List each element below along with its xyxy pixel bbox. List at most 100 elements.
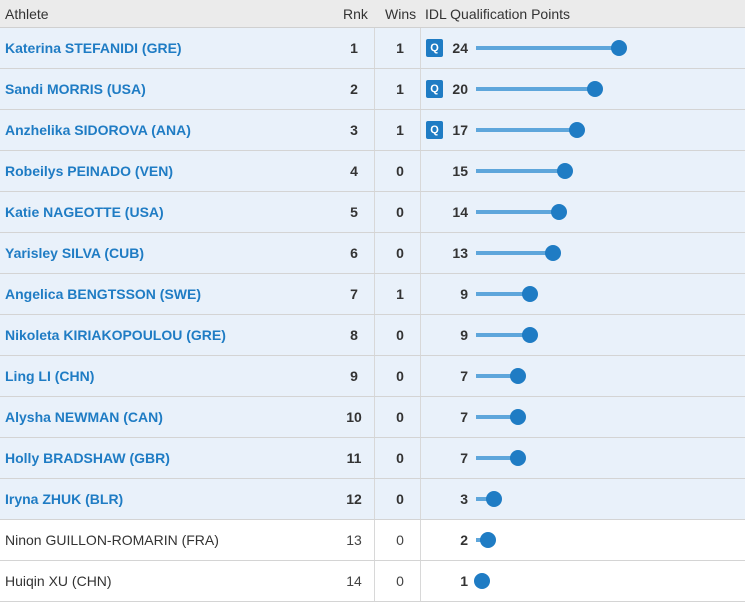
rank-value: 8 (350, 327, 358, 343)
column-header-rank[interactable]: Rnk (343, 6, 368, 22)
points-value: 20 (452, 81, 468, 97)
table-row: Anzhelika SIDOROVA (ANA) 3 1 Q 17 (0, 110, 745, 151)
points-value: 9 (460, 327, 468, 343)
rank-value: 10 (346, 409, 362, 425)
column-divider (374, 192, 375, 232)
points-bar (476, 292, 530, 296)
column-divider (420, 151, 421, 191)
points-value: 7 (460, 409, 468, 425)
column-divider (374, 274, 375, 314)
rank-value: 6 (350, 245, 358, 261)
rank-value: 9 (350, 368, 358, 384)
column-divider (420, 561, 421, 601)
column-divider (374, 233, 375, 273)
rank-value: 5 (350, 204, 358, 220)
points-value: 17 (452, 122, 468, 138)
points-value: 14 (452, 204, 468, 220)
column-header-wins[interactable]: Wins (385, 6, 417, 22)
column-divider (374, 397, 375, 437)
wins-value: 0 (396, 491, 404, 507)
athlete-name[interactable]: Yarisley SILVA (CUB) (5, 245, 145, 261)
column-divider (420, 192, 421, 232)
points-marker (557, 163, 574, 179)
points-bar (476, 497, 494, 501)
points-marker (569, 122, 586, 138)
qualified-badge: Q (426, 121, 443, 139)
column-divider (420, 479, 421, 519)
rank-value: 7 (350, 286, 358, 302)
column-divider (420, 520, 421, 560)
wins-value: 0 (396, 532, 404, 548)
table-row: Ling LI (CHN) 9 0 7 (0, 356, 745, 397)
column-divider (374, 520, 375, 560)
athlete-name[interactable]: Katie NAGEOTTE (USA) (5, 204, 164, 220)
points-bar (476, 456, 518, 460)
rank-value: 13 (346, 532, 362, 548)
points-marker (551, 204, 568, 220)
column-divider (420, 356, 421, 396)
table-header: Athlete Rnk Wins IDL Qualification Point… (0, 0, 745, 28)
athlete-name[interactable]: Sandi MORRIS (USA) (5, 81, 146, 97)
table-row: Katie NAGEOTTE (USA) 5 0 14 (0, 192, 745, 233)
athlete-name[interactable]: Anzhelika SIDOROVA (ANA) (5, 122, 191, 138)
wins-value: 0 (396, 368, 404, 384)
column-divider (374, 479, 375, 519)
table-row: Yarisley SILVA (CUB) 6 0 13 (0, 233, 745, 274)
column-divider (374, 28, 375, 68)
athlete-name: Ninon GUILLON-ROMARIN (FRA) (5, 532, 219, 548)
qualified-badge: Q (426, 80, 443, 98)
points-value: 7 (460, 450, 468, 466)
column-divider (374, 151, 375, 191)
points-marker (611, 40, 627, 56)
points-bar (476, 374, 518, 378)
points-bar (476, 128, 578, 132)
points-marker (509, 368, 526, 384)
column-divider (374, 561, 375, 601)
table-row: Holly BRADSHAW (GBR) 11 0 7 (0, 438, 745, 479)
wins-value: 0 (396, 204, 404, 220)
athlete-name[interactable]: Katerina STEFANIDI (GRE) (5, 40, 182, 56)
athlete-name[interactable]: Holly BRADSHAW (GBR) (5, 450, 170, 466)
points-value: 7 (460, 368, 468, 384)
table-row: Iryna ZHUK (BLR) 12 0 3 (0, 479, 745, 520)
column-divider (420, 28, 421, 68)
rank-value: 4 (350, 163, 358, 179)
column-divider (420, 110, 421, 150)
athlete-name[interactable]: Angelica BENGTSSON (SWE) (5, 286, 202, 302)
points-value: 9 (460, 286, 468, 302)
athlete-name[interactable]: Nikoleta KIRIAKOPOULOU (GRE) (5, 327, 226, 343)
athlete-name[interactable]: Iryna ZHUK (BLR) (5, 491, 124, 507)
points-value: 24 (452, 40, 468, 56)
table-row: Angelica BENGTSSON (SWE) 7 1 9 (0, 274, 745, 315)
column-divider (374, 110, 375, 150)
column-divider (420, 69, 421, 109)
table-row: Huiqin XU (CHN) 14 0 1 (0, 561, 745, 602)
points-marker (485, 491, 502, 507)
column-divider (420, 397, 421, 437)
table-row: Alysha NEWMAN (CAN) 10 0 7 (0, 397, 745, 438)
points-bar (476, 210, 560, 214)
points-bar (476, 333, 530, 337)
points-value: 1 (460, 573, 468, 589)
athlete-name[interactable]: Ling LI (CHN) (5, 368, 95, 384)
column-divider (420, 438, 421, 478)
points-marker (521, 286, 538, 302)
athlete-name[interactable]: Robeilys PEINADO (VEN) (5, 163, 174, 179)
wins-value: 1 (396, 286, 404, 302)
column-header-points[interactable]: IDL Qualification Points (425, 6, 570, 22)
points-marker (473, 573, 490, 589)
points-value: 3 (460, 491, 468, 507)
athlete-name[interactable]: Alysha NEWMAN (CAN) (5, 409, 163, 425)
rank-value: 1 (350, 40, 358, 56)
column-divider (374, 438, 375, 478)
points-bar (476, 46, 619, 50)
wins-value: 0 (396, 163, 404, 179)
points-bar (476, 87, 596, 91)
points-marker (587, 81, 604, 97)
column-divider (420, 233, 421, 273)
table-row: Robeilys PEINADO (VEN) 4 0 15 (0, 151, 745, 192)
table-body: Katerina STEFANIDI (GRE) 1 1 Q 24 Sandi MORRI… (0, 28, 745, 602)
points-bar (476, 415, 518, 419)
column-header-athlete[interactable]: Athlete (5, 6, 49, 22)
points-marker (479, 532, 496, 548)
